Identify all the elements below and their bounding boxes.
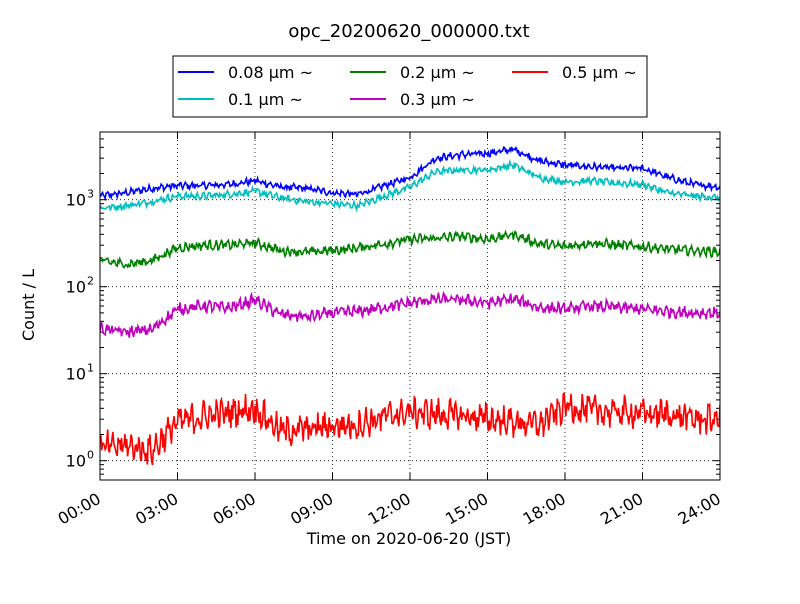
y-tick-label: 10 bbox=[66, 278, 86, 297]
series-line bbox=[100, 229, 720, 269]
legend-label: 0.5 μm ~ bbox=[562, 63, 637, 82]
series-line bbox=[100, 158, 720, 213]
legend: 0.08 μm ~ 0.1 μm ~ 0.2 μm ~ 0.3 μm ~ 0.5 μm … bbox=[172, 55, 648, 118]
legend-box bbox=[172, 55, 648, 118]
x-axis-label: Time on 2020-06-20 (JST) bbox=[306, 529, 511, 548]
legend-label: 0.3 μm ~ bbox=[400, 90, 475, 109]
y-tick-exponent: 0 bbox=[87, 449, 94, 462]
x-tick-label: 24:00 bbox=[675, 489, 724, 529]
series-line bbox=[100, 145, 720, 202]
legend-label: 0.08 μm ~ bbox=[228, 63, 313, 82]
chart-title: opc_20200620_000000.txt bbox=[288, 21, 529, 42]
legend-label: 0.1 μm ~ bbox=[228, 90, 303, 109]
x-tick-label: 12:00 bbox=[365, 489, 414, 529]
x-tick-label: 21:00 bbox=[597, 489, 646, 529]
legend-label: 0.2 μm ~ bbox=[400, 63, 475, 82]
x-tick-label: 00:00 bbox=[55, 489, 104, 529]
y-tick-label: 10 bbox=[66, 191, 86, 210]
x-tick-label: 06:00 bbox=[210, 489, 259, 529]
x-tick-label: 03:00 bbox=[132, 489, 181, 529]
x-tick-label: 15:00 bbox=[442, 489, 491, 529]
series-line bbox=[100, 392, 720, 466]
y-tick-exponent: 1 bbox=[87, 362, 94, 375]
y-tick-exponent: 3 bbox=[87, 188, 94, 201]
series-line bbox=[100, 290, 720, 338]
x-tick-label: 18:00 bbox=[520, 489, 569, 529]
plot-area: 00:00 03:00 06:00 09:00 12:00 15:00 18:00 21:00… bbox=[55, 131, 724, 529]
y-tick-label: 10 bbox=[66, 452, 86, 471]
y-tick-label: 10 bbox=[66, 365, 86, 384]
y-axis-label: Count / L bbox=[19, 269, 38, 341]
x-tick-label: 09:00 bbox=[287, 489, 336, 529]
y-tick-exponent: 2 bbox=[87, 275, 94, 288]
